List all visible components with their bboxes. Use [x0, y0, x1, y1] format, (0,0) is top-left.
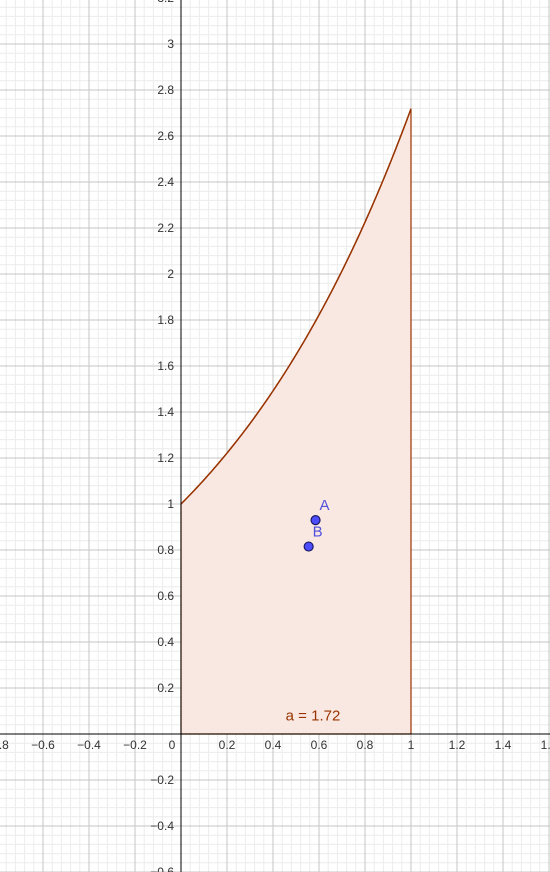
x-tick-label: 0.6 — [311, 738, 328, 752]
point-b-label: B — [313, 524, 323, 541]
y-tick-label: 1.2 — [157, 451, 174, 465]
y-tick-label: 3 — [167, 37, 174, 51]
exp-curve — [180, 108, 412, 505]
y-tick-label: 0.4 — [157, 635, 174, 649]
y-tick-label: 2 — [167, 267, 174, 281]
y-tick-label: 1.6 — [157, 359, 174, 373]
y-tick-label: 1 — [167, 497, 174, 511]
point-a[interactable] — [310, 514, 321, 526]
y-tick-label: 2.6 — [157, 129, 174, 143]
y-tick-label: 2.4 — [157, 175, 174, 189]
y-tick-label: 1.8 — [157, 313, 174, 327]
x-tick-label: 1.6 — [541, 738, 550, 752]
x-tick-label: −0.6 — [31, 738, 55, 752]
x-tick-label: 1 — [408, 738, 415, 752]
y-tick-label: 0.2 — [157, 681, 174, 695]
y-tick-label: 2.8 — [157, 83, 174, 97]
x-tick-label: −0.8 — [0, 738, 9, 752]
x-tick-label: −0.4 — [77, 738, 101, 752]
y-tick-label: −0.2 — [150, 773, 174, 787]
x-tick-label: 0.2 — [219, 738, 236, 752]
x-tick-label: 0.8 — [357, 738, 374, 752]
y-tick-label: −0.6 — [150, 865, 174, 872]
area-label: a = 1.72 — [286, 708, 341, 725]
point-a-label: A — [320, 497, 330, 514]
y-tick-labels: −0.6 −0.4 −0.2 0.2 0.4 0.6 0.8 1 1.2 1.4 1.6 1.8 2 2.… — [150, 0, 174, 872]
point-b[interactable] — [303, 541, 314, 552]
y-tick-label: 0.6 — [157, 589, 174, 603]
x-tick-label: 1.4 — [495, 738, 512, 752]
y-tick-label: 2.2 — [157, 221, 174, 235]
points: AB — [303, 497, 330, 552]
x-tick-label: −0.2 — [123, 738, 147, 752]
x-tick-labels: −0.8 −0.6 −0.4 −0.2 0 0.2 0.4 0.6 0.8 1 1.2 1.4 1.6 — [0, 738, 550, 752]
y-tick-label: 1.4 — [157, 405, 174, 419]
y-tick-label: 3.2 — [157, 0, 174, 5]
x-tick-label: 1.2 — [449, 738, 466, 752]
y-tick-label: −0.4 — [150, 819, 174, 833]
x-tick-label: 0.4 — [265, 738, 282, 752]
x-tick-label: 0 — [169, 738, 176, 752]
y-tick-label: 0.8 — [157, 543, 174, 557]
